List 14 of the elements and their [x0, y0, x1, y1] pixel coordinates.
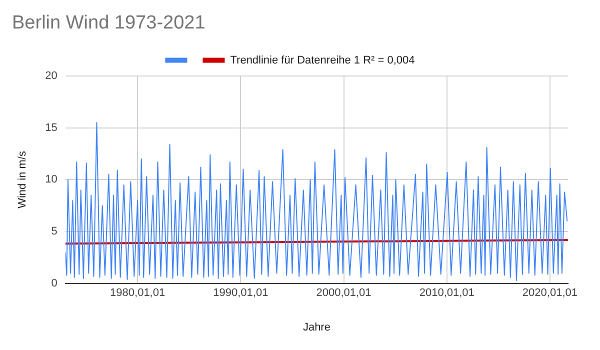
x-tick-label: 2010,01,01	[419, 287, 474, 300]
chart-title: Berlin Wind 1973-2021	[12, 12, 206, 34]
x-tick-label: 1990,01,01	[213, 287, 268, 300]
y-tick-label: 20	[45, 70, 58, 82]
y-tick-label: 10	[45, 174, 58, 186]
y-tick-label: 15	[45, 122, 58, 134]
x-axis-title: Jahre	[302, 321, 330, 334]
y-tick-label: 5	[51, 226, 58, 238]
x-tick-label: 2020,01,01	[522, 287, 578, 300]
x-tick-label: 2000,01,01	[316, 287, 372, 300]
legend-label: Trendlinie für Datenreihe 1 R² = 0,004	[230, 54, 415, 66]
x-tick-label: 1980,01,01	[110, 287, 166, 300]
y-axis-title: Wind in m/s	[16, 150, 29, 208]
y-tick-label: 0	[51, 278, 58, 290]
